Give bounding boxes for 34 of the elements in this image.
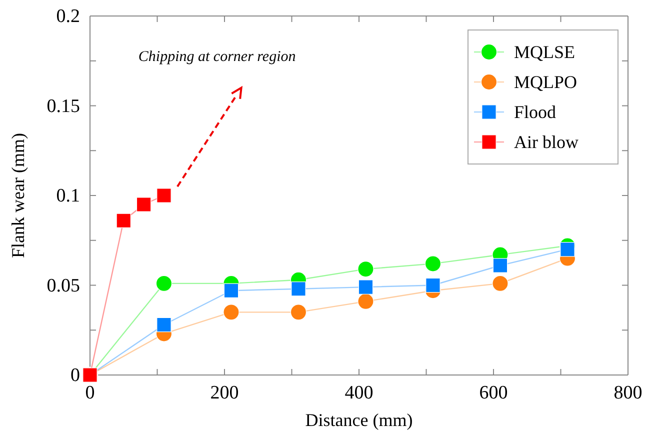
y-tick-label: 0.1 <box>56 186 80 207</box>
point <box>492 275 508 292</box>
x-tick-label: 400 <box>344 382 374 404</box>
legend-label: Air blow <box>514 132 578 152</box>
point <box>426 278 440 293</box>
point <box>224 283 239 298</box>
point <box>223 304 240 320</box>
x-tick-label: 200 <box>210 382 239 404</box>
point <box>424 256 442 272</box>
y-tick-label: 0.2 <box>56 6 80 28</box>
point <box>156 317 172 332</box>
y-tick-label: 0.15 <box>46 96 80 117</box>
legend-label: MQLPO <box>514 72 578 92</box>
x-axis-title: Distance (mm) <box>305 410 413 430</box>
point <box>136 197 152 212</box>
x-tick-label: 600 <box>479 382 508 404</box>
legend-label: MQLSE <box>514 42 576 62</box>
point <box>358 261 374 278</box>
point <box>358 293 374 310</box>
point <box>492 258 508 273</box>
point <box>156 188 172 203</box>
point <box>291 281 306 296</box>
x-tick-label: 800 <box>614 382 642 404</box>
legend-label: Flood <box>514 102 556 122</box>
point <box>156 275 172 292</box>
point <box>116 213 131 228</box>
point <box>290 304 307 320</box>
y-tick-label: 0 <box>70 365 80 386</box>
y-tick-label: 0.05 <box>46 275 80 296</box>
point <box>560 242 575 257</box>
y-axis-title: Flank wear (mm) <box>8 133 28 258</box>
point <box>358 280 374 294</box>
x-tick-label: 0 <box>85 382 95 404</box>
annotation: Chipping at corner region <box>138 48 296 65</box>
